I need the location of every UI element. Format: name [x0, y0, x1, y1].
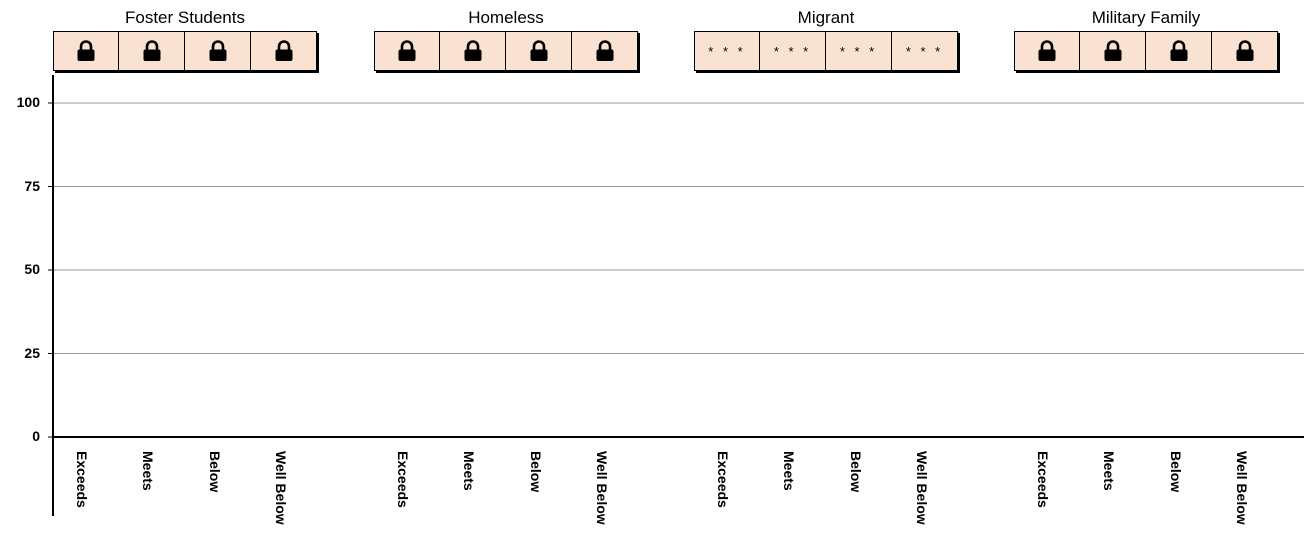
y-tick-label-0: 0 — [32, 428, 40, 444]
lock-icon — [143, 40, 161, 61]
x-tick-label: Exceeds — [395, 451, 411, 508]
value-cell — [1211, 31, 1279, 71]
x-tick-label: Meets — [461, 451, 477, 491]
x-tick-label: Well Below — [914, 451, 930, 525]
value-cell: * * * — [759, 31, 827, 71]
lock-icon — [1236, 40, 1254, 61]
x-tick-label: Meets — [140, 451, 156, 491]
value-cell: * * * — [694, 31, 761, 71]
value-cell: * * * — [825, 31, 893, 71]
x-tick-label: Below — [528, 451, 544, 493]
x-tick-label: Well Below — [1234, 451, 1250, 525]
x-tick-label: Well Below — [273, 451, 289, 525]
y-tick-label-50: 50 — [24, 261, 40, 277]
y-tick-label-75: 75 — [24, 177, 40, 194]
value-cell — [505, 31, 573, 71]
value-cell — [374, 31, 441, 71]
value-cell: * * * — [891, 31, 959, 71]
lock-icon — [1038, 40, 1056, 61]
suppressed-values-row-foster-students — [53, 31, 318, 71]
group-title-migrant: Migrant — [797, 8, 855, 27]
group-title-homeless: Homeless — [468, 8, 544, 27]
lock-icon — [1104, 40, 1122, 61]
value-cell — [1145, 31, 1213, 71]
value-cell — [250, 31, 318, 71]
x-tick-label: Exceeds — [74, 451, 90, 508]
y-tick-label-100: 100 — [16, 94, 40, 110]
x-tick-label: Exceeds — [1035, 451, 1051, 508]
lock-icon — [464, 40, 482, 61]
x-tick-label: Below — [1168, 451, 1184, 493]
x-tick-label: Meets — [781, 451, 797, 491]
value-cell — [1079, 31, 1147, 71]
value-cell — [184, 31, 252, 71]
x-tick-label: Exceeds — [715, 451, 731, 508]
lock-icon — [530, 40, 548, 61]
group-title-military-family: Military Family — [1091, 8, 1201, 27]
value-cell — [118, 31, 186, 71]
value-cell — [53, 31, 120, 71]
lock-icon — [275, 40, 293, 61]
value-cell — [1014, 31, 1081, 71]
lock-icon — [596, 40, 614, 61]
suppressed-values-row-homeless — [374, 31, 639, 71]
y-tick-label-25: 25 — [24, 344, 40, 361]
lock-icon — [77, 40, 95, 61]
x-tick-label: Below — [207, 451, 223, 493]
group-title-foster-students: Foster Students — [124, 8, 245, 27]
lock-icon — [1170, 40, 1188, 61]
value-cell — [439, 31, 507, 71]
x-tick-label: Below — [848, 451, 864, 493]
value-cell — [571, 31, 639, 71]
lock-icon — [398, 40, 416, 61]
suppressed-values-row-migrant: * * * * * * * * * * * * — [694, 31, 959, 71]
x-tick-label: Meets — [1101, 451, 1117, 491]
suppressed-values-row-military-family — [1014, 31, 1279, 71]
lock-icon — [209, 40, 227, 61]
x-tick-label: Well Below — [594, 451, 610, 525]
